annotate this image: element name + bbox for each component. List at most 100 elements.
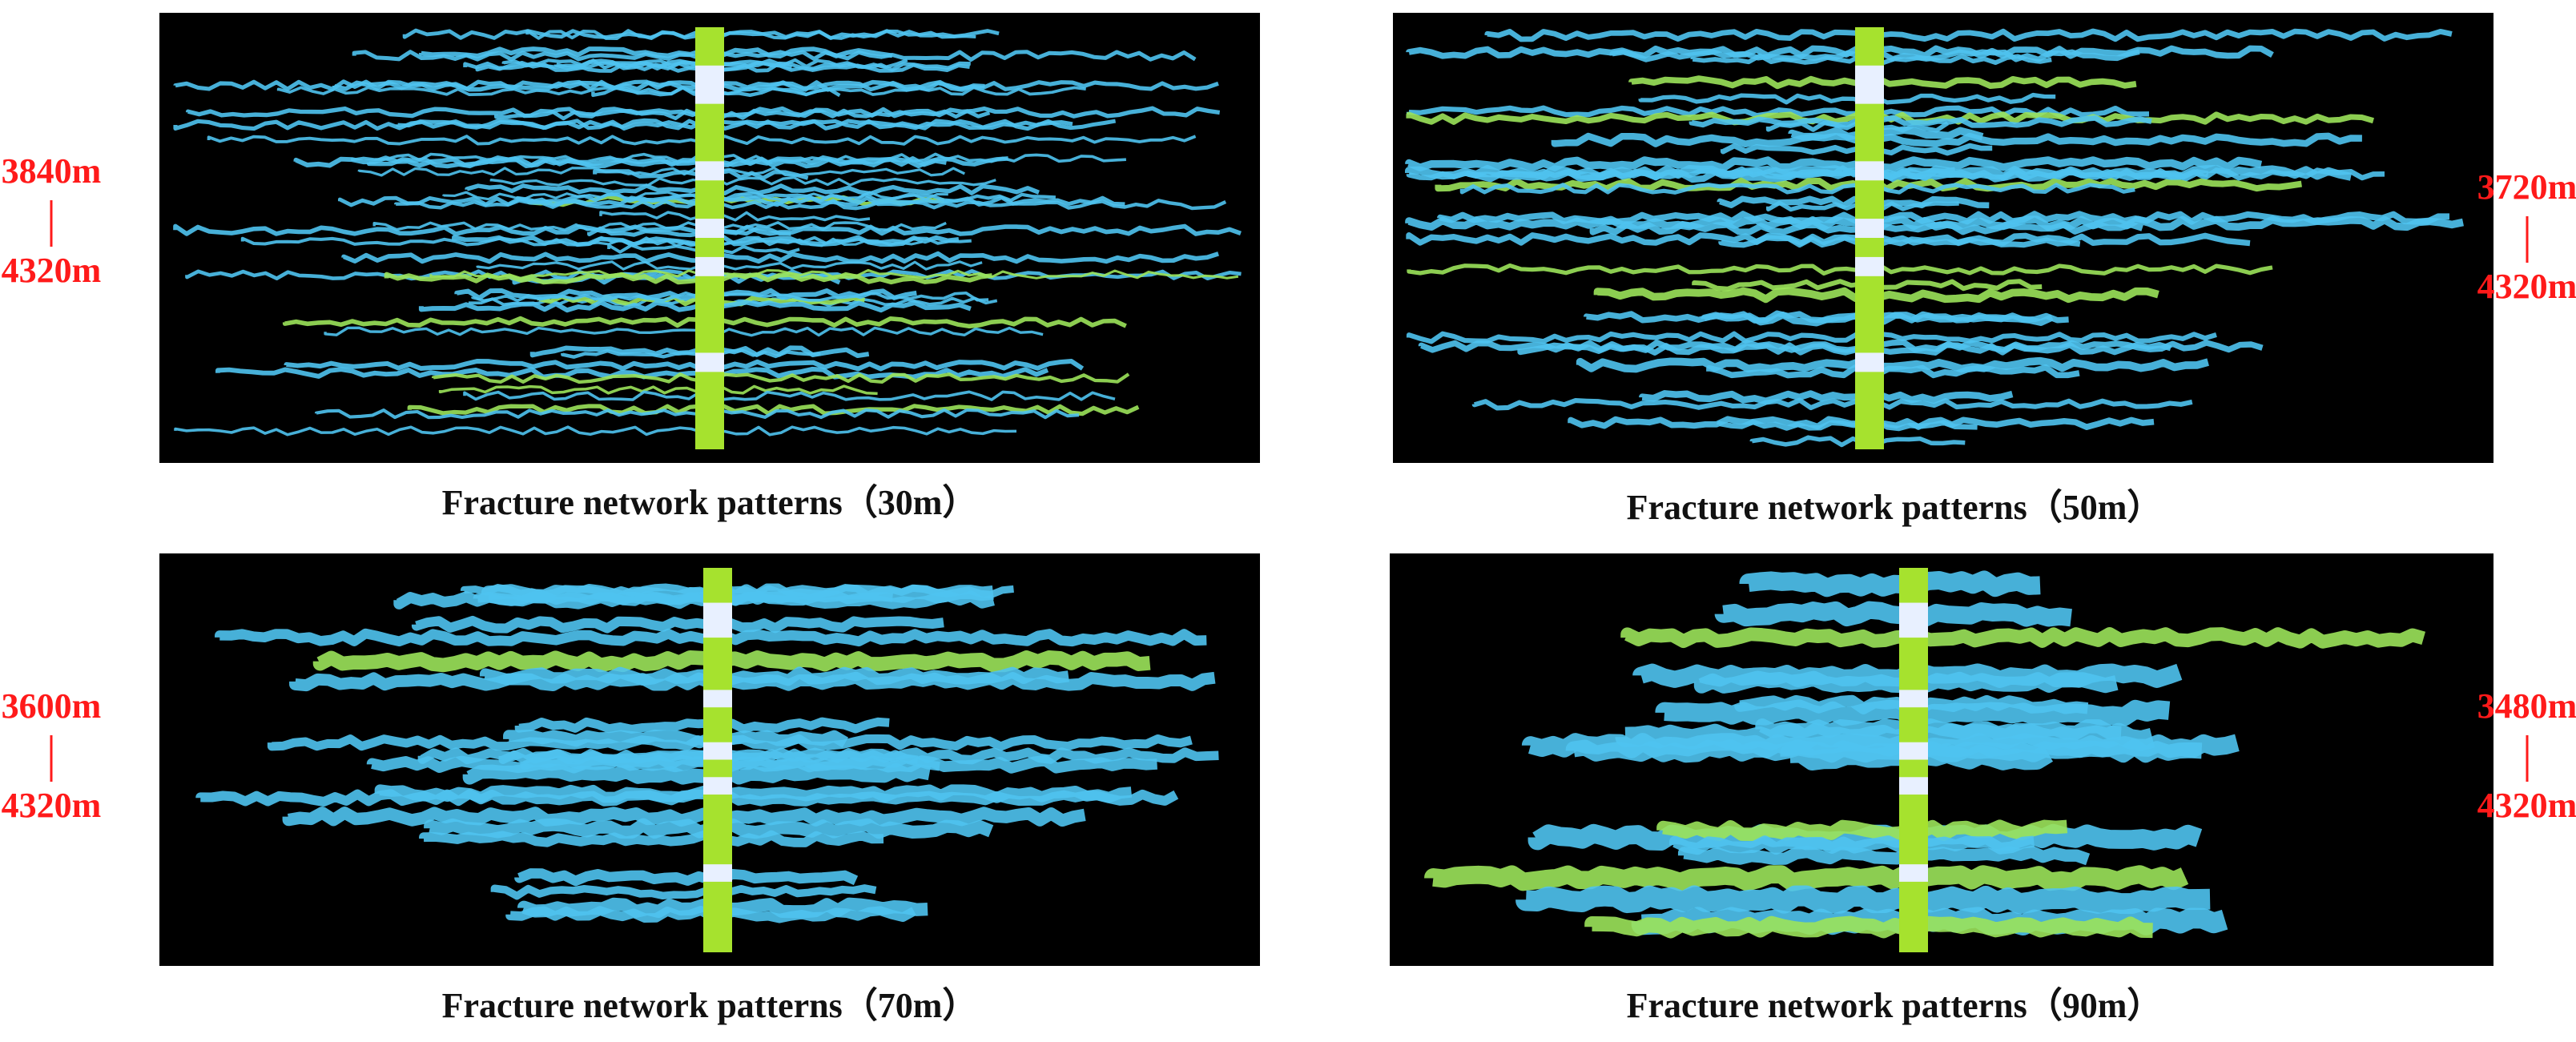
wellbore-segment [703, 672, 732, 691]
wellbore-segment [703, 916, 732, 935]
fracture [599, 211, 871, 222]
fracture [384, 272, 992, 285]
wellbore-segment [1855, 103, 1884, 124]
fracture [1527, 823, 2203, 851]
wellbore-segment [1855, 295, 1884, 316]
wellbore-segment [1855, 123, 1884, 143]
fracture [1424, 865, 2189, 891]
wellbore-segment [695, 429, 724, 449]
wellbore-segment [1899, 777, 1928, 796]
fracture [465, 183, 1040, 196]
wellbore-segment [1899, 672, 1928, 691]
wellbore-segment [1899, 759, 1928, 778]
fracture [1551, 132, 2362, 148]
fracture [1638, 92, 2056, 105]
wellbore-segment [1855, 27, 1884, 47]
fracture [332, 79, 985, 92]
wellbore-segment [703, 864, 732, 883]
fracture [372, 221, 947, 231]
wellbore-segment [1899, 864, 1928, 883]
fracture [1739, 570, 2041, 597]
fracture [1620, 627, 2426, 649]
wellbore-segment [703, 777, 732, 796]
depth-top: 3720m [2477, 167, 2576, 207]
fracture [374, 784, 1133, 803]
wellbore-segment [695, 238, 724, 258]
wellbore-segment [703, 620, 732, 639]
fracture [1749, 435, 1966, 448]
wellbore-segment [1855, 142, 1884, 163]
wellbore-segment [1855, 199, 1884, 220]
wellbore-segment [1855, 256, 1884, 277]
wellbore-segment [695, 27, 724, 47]
wellbore-segment [1899, 585, 1928, 604]
panel: Fracture network patterns（70m） 3600m 4320m [2, 553, 1260, 1025]
panel: Fracture network patterns（50m） 3720m 4320m [1393, 13, 2576, 527]
wellbore-segment [1899, 638, 1928, 656]
wellbore-segment [1899, 899, 1928, 918]
wellbore-segment [703, 847, 732, 866]
wellbore-segment [703, 690, 732, 709]
wellbore-segment [703, 934, 732, 952]
fracture [352, 50, 1197, 62]
wellbore-segment [695, 295, 724, 316]
fracture [587, 226, 791, 238]
fracture [293, 155, 947, 168]
wellbore-segment [1899, 847, 1928, 866]
fracture [471, 291, 989, 303]
fracture [173, 79, 1219, 92]
fracture [314, 408, 1080, 420]
fracture [1668, 835, 2035, 855]
wellbore-segment [695, 256, 724, 277]
fracture [1576, 356, 2209, 373]
fracture [490, 884, 877, 900]
wellbore-segment [703, 899, 732, 918]
fracture [1717, 418, 1978, 432]
fracture [1728, 165, 1956, 178]
wellbore-segment [703, 829, 732, 848]
fracture [438, 384, 878, 396]
wellbore-segment [703, 724, 732, 743]
wellbore-segment [703, 585, 732, 604]
fracture [1407, 263, 2273, 276]
panel-caption: Fracture network patterns（70m） [442, 986, 978, 1025]
fracture [1459, 183, 2135, 195]
wellbore-segment [1855, 276, 1884, 296]
fracture [393, 590, 995, 610]
fracture [357, 166, 966, 177]
depth-bottom: 4320m [2, 786, 102, 825]
wellbore-segment [1855, 410, 1884, 431]
wellbore-segment [695, 352, 724, 373]
wellbore-segment [703, 742, 732, 761]
panel-caption: Fracture network patterns（90m） [1627, 986, 2163, 1025]
fracture [1656, 819, 2068, 842]
wellbore-segment [695, 372, 724, 392]
fracture [312, 650, 1151, 673]
wellbore-segment [1899, 602, 1928, 622]
fracture [525, 29, 976, 41]
wellbore-segment [1899, 707, 1928, 726]
wellbore-segment [1899, 620, 1928, 639]
fracture [419, 830, 884, 847]
wellbore-segment [703, 654, 732, 674]
wellbore-segment [703, 811, 732, 831]
wellbore-segment [703, 707, 732, 726]
fracture [1688, 115, 2152, 128]
fracture [1615, 722, 2155, 751]
wellbore-segment [695, 180, 724, 201]
fracture [174, 425, 1017, 437]
wellbore-segment [695, 46, 724, 66]
fracture [1406, 232, 2251, 247]
fracture [489, 175, 996, 187]
wellbore-segment [1855, 372, 1884, 392]
fracture [289, 671, 1216, 692]
wellbore-segment [703, 568, 732, 586]
fracture [463, 390, 1116, 401]
fracture [1484, 28, 2453, 42]
wellbore-segment [695, 276, 724, 296]
wellbore-segment [695, 199, 724, 220]
wellbore-segment [1899, 654, 1928, 674]
panel: Fracture network patterns（30m） 3840m 4320m [2, 13, 1260, 522]
